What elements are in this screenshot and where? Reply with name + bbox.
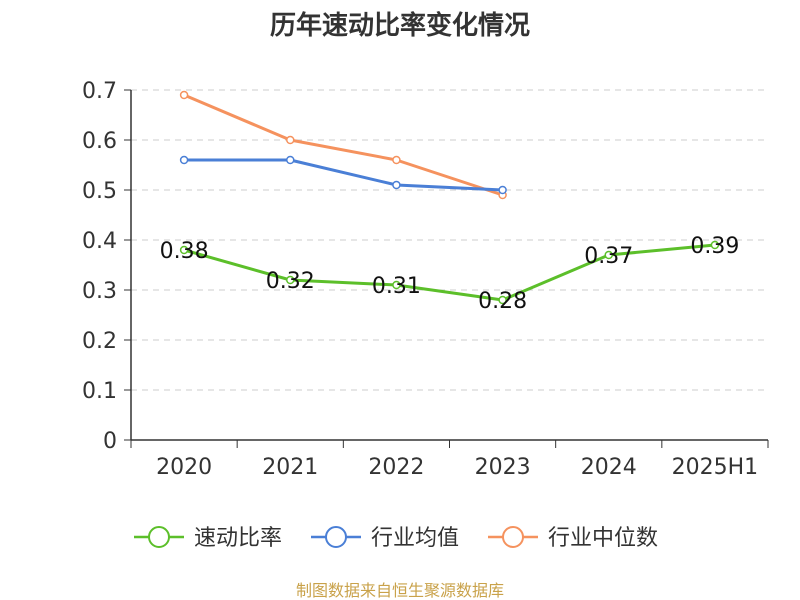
- y-tick-label-7: 0.7: [82, 79, 117, 104]
- legend-item-1[interactable]: 行业均值: [311, 526, 459, 551]
- data-labels: 0.38 0.32 0.31 0.28 0.37 0.39: [160, 234, 740, 314]
- data-label-1: 0.32: [266, 269, 315, 294]
- series-line-1: [184, 158, 503, 192]
- x-tick-label-4: 2024: [581, 455, 637, 480]
- y-tick-label-5: 0.5: [82, 179, 117, 204]
- legend-marker-2: [502, 526, 524, 548]
- legend: 速动比率 行业均值 行业中位数: [134, 526, 658, 551]
- series-layer: [179, 90, 720, 305]
- series-2-point-0: [179, 90, 189, 100]
- legend-label-2: 行业中位数: [548, 526, 658, 551]
- axes: 0 0.1 0.2 0.3 0.4 0.5 0.6 0.7 2020 2021 2022 2023 20…: [82, 79, 769, 480]
- y-tick-label-3: 0.3: [82, 279, 117, 304]
- legend-marker-0: [148, 526, 170, 548]
- series-0-point-5: [710, 240, 720, 250]
- y-tick-label-4: 0.4: [82, 229, 117, 254]
- series-0-point-3: [498, 295, 507, 305]
- y-tick-label-0: 0: [103, 429, 117, 454]
- y-tick-label-1: 0.1: [82, 379, 117, 404]
- data-label-2: 0.31: [372, 274, 421, 299]
- chart-title: 历年速动比率变化情况: [270, 10, 530, 41]
- x-tick-label-1: 2021: [262, 455, 318, 480]
- data-label-5: 0.39: [690, 234, 739, 259]
- x-tick-label-2: 2022: [368, 455, 424, 480]
- series-2-point-2: [392, 155, 401, 165]
- series-line-0: [183, 243, 716, 302]
- series-0-point-1: [286, 275, 295, 285]
- series-0-point-2: [392, 280, 401, 290]
- y-tick-label-2: 0.2: [82, 329, 117, 354]
- series-1-point-1: [286, 155, 295, 165]
- series-1-point-0: [179, 155, 189, 165]
- series-2-point-1: [286, 135, 295, 145]
- legend-item-2[interactable]: 行业中位数: [488, 526, 658, 551]
- y-tick-label-6: 0.6: [82, 129, 117, 154]
- grid-lines: [131, 89, 768, 391]
- series-1-point-3: [498, 185, 507, 195]
- series-line-2: [183, 93, 504, 197]
- legend-item-0[interactable]: 速动比率: [134, 526, 282, 551]
- legend-label-1: 行业均值: [371, 526, 459, 551]
- data-label-3: 0.28: [478, 289, 527, 314]
- data-label-0: 0.38: [160, 239, 209, 264]
- x-tick-label-5: 2025H1: [672, 455, 759, 480]
- data-label-4: 0.37: [584, 244, 633, 269]
- series-0-point-0: [179, 245, 189, 255]
- source-note: 制图数据来自恒生聚源数据库: [296, 581, 504, 600]
- series-0-point-4: [604, 250, 613, 260]
- series-1-point-2: [392, 180, 401, 190]
- legend-label-0: 速动比率: [194, 526, 282, 551]
- x-tick-label-0: 2020: [156, 455, 212, 480]
- x-tick-label-3: 2023: [475, 455, 531, 480]
- legend-marker-1: [325, 526, 347, 548]
